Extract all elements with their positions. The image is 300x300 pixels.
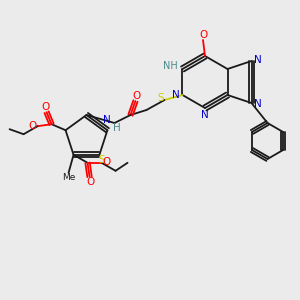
Text: Me: Me (62, 173, 75, 182)
Text: NH: NH (163, 61, 178, 71)
Text: O: O (41, 102, 50, 112)
Text: S: S (157, 93, 164, 103)
Text: N: N (254, 55, 261, 65)
Text: S: S (98, 155, 105, 165)
Text: O: O (86, 177, 95, 187)
Text: O: O (102, 157, 111, 167)
Text: O: O (132, 91, 141, 101)
Text: H: H (112, 123, 120, 133)
Text: O: O (199, 30, 207, 40)
Text: N: N (254, 99, 261, 109)
Text: O: O (28, 121, 37, 131)
Text: N: N (201, 110, 209, 120)
Text: N: N (172, 90, 179, 100)
Text: N: N (103, 115, 110, 125)
